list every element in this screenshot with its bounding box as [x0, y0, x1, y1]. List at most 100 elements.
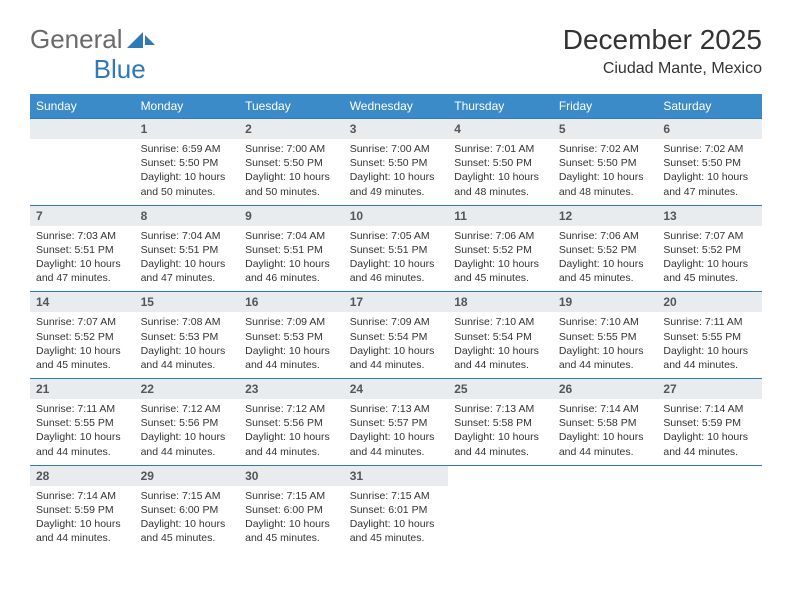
day-details: Sunrise: 7:15 AMSunset: 6:00 PMDaylight:…	[239, 486, 344, 552]
day-number: 29	[135, 466, 240, 486]
sunrise-line: Sunrise: 7:11 AM	[663, 315, 756, 329]
sunset-line: Sunset: 5:58 PM	[559, 416, 652, 430]
day-number-empty	[657, 466, 762, 486]
sunset-line: Sunset: 6:01 PM	[350, 503, 443, 517]
sunrise-line: Sunrise: 7:15 AM	[245, 489, 338, 503]
daylight-line: Daylight: 10 hours and 45 minutes.	[245, 517, 338, 545]
sunrise-line: Sunrise: 7:09 AM	[350, 315, 443, 329]
sunrise-line: Sunrise: 7:04 AM	[141, 229, 234, 243]
daylight-line: Daylight: 10 hours and 44 minutes.	[245, 430, 338, 458]
daylight-line: Daylight: 10 hours and 44 minutes.	[350, 344, 443, 372]
day-details: Sunrise: 7:02 AMSunset: 5:50 PMDaylight:…	[553, 139, 658, 205]
daylight-line: Daylight: 10 hours and 47 minutes.	[663, 170, 756, 198]
calendar-row: 28Sunrise: 7:14 AMSunset: 5:59 PMDayligh…	[30, 465, 762, 551]
day-number-empty	[448, 466, 553, 486]
calendar-cell: 2Sunrise: 7:00 AMSunset: 5:50 PMDaylight…	[239, 119, 344, 206]
sunset-line: Sunset: 5:51 PM	[141, 243, 234, 257]
day-number: 18	[448, 292, 553, 312]
sunset-line: Sunset: 5:56 PM	[141, 416, 234, 430]
daylight-line: Daylight: 10 hours and 48 minutes.	[559, 170, 652, 198]
day-number: 1	[135, 119, 240, 139]
sunrise-line: Sunrise: 7:02 AM	[559, 142, 652, 156]
sunrise-line: Sunrise: 7:12 AM	[245, 402, 338, 416]
calendar-cell: 30Sunrise: 7:15 AMSunset: 6:00 PMDayligh…	[239, 465, 344, 551]
brand-triangle-icon	[127, 32, 143, 48]
sunrise-line: Sunrise: 7:13 AM	[350, 402, 443, 416]
day-details: Sunrise: 7:04 AMSunset: 5:51 PMDaylight:…	[239, 226, 344, 292]
day-details: Sunrise: 7:03 AMSunset: 5:51 PMDaylight:…	[30, 226, 135, 292]
daylight-line: Daylight: 10 hours and 47 minutes.	[141, 257, 234, 285]
daylight-line: Daylight: 10 hours and 44 minutes.	[454, 430, 547, 458]
day-number-empty	[30, 119, 135, 139]
calendar-row: 21Sunrise: 7:11 AMSunset: 5:55 PMDayligh…	[30, 379, 762, 466]
daylight-line: Daylight: 10 hours and 44 minutes.	[663, 344, 756, 372]
sunset-line: Sunset: 5:51 PM	[245, 243, 338, 257]
day-number: 2	[239, 119, 344, 139]
day-details: Sunrise: 7:10 AMSunset: 5:55 PMDaylight:…	[553, 312, 658, 378]
calendar-head: SundayMondayTuesdayWednesdayThursdayFrid…	[30, 94, 762, 119]
calendar-cell: 14Sunrise: 7:07 AMSunset: 5:52 PMDayligh…	[30, 292, 135, 379]
day-number: 27	[657, 379, 762, 399]
daylight-line: Daylight: 10 hours and 45 minutes.	[559, 257, 652, 285]
day-details: Sunrise: 7:14 AMSunset: 5:59 PMDaylight:…	[657, 399, 762, 465]
sunset-line: Sunset: 5:56 PM	[245, 416, 338, 430]
calendar-cell: 6Sunrise: 7:02 AMSunset: 5:50 PMDaylight…	[657, 119, 762, 206]
sunrise-line: Sunrise: 7:06 AM	[454, 229, 547, 243]
weekday-header: Monday	[135, 94, 240, 119]
weekday-header: Wednesday	[344, 94, 449, 119]
calendar-cell: 16Sunrise: 7:09 AMSunset: 5:53 PMDayligh…	[239, 292, 344, 379]
day-number: 3	[344, 119, 449, 139]
calendar-table: SundayMondayTuesdayWednesdayThursdayFrid…	[30, 94, 762, 551]
day-details: Sunrise: 7:00 AMSunset: 5:50 PMDaylight:…	[239, 139, 344, 205]
page-subtitle: Ciudad Mante, Mexico	[563, 60, 762, 78]
calendar-cell: 25Sunrise: 7:13 AMSunset: 5:58 PMDayligh…	[448, 379, 553, 466]
daylight-line: Daylight: 10 hours and 45 minutes.	[36, 344, 129, 372]
day-details: Sunrise: 7:01 AMSunset: 5:50 PMDaylight:…	[448, 139, 553, 205]
day-number: 6	[657, 119, 762, 139]
calendar-cell: 17Sunrise: 7:09 AMSunset: 5:54 PMDayligh…	[344, 292, 449, 379]
page-title: December 2025	[563, 24, 762, 56]
day-details: Sunrise: 7:11 AMSunset: 5:55 PMDaylight:…	[30, 399, 135, 465]
day-number: 13	[657, 206, 762, 226]
day-number: 24	[344, 379, 449, 399]
sunset-line: Sunset: 5:50 PM	[245, 156, 338, 170]
daylight-line: Daylight: 10 hours and 47 minutes.	[36, 257, 129, 285]
day-details: Sunrise: 7:14 AMSunset: 5:58 PMDaylight:…	[553, 399, 658, 465]
day-number: 5	[553, 119, 658, 139]
day-details: Sunrise: 7:07 AMSunset: 5:52 PMDaylight:…	[657, 226, 762, 292]
sunrise-line: Sunrise: 7:14 AM	[36, 489, 129, 503]
day-details: Sunrise: 7:02 AMSunset: 5:50 PMDaylight:…	[657, 139, 762, 205]
day-number-empty	[553, 466, 658, 486]
calendar-cell: 4Sunrise: 7:01 AMSunset: 5:50 PMDaylight…	[448, 119, 553, 206]
sunrise-line: Sunrise: 7:03 AM	[36, 229, 129, 243]
daylight-line: Daylight: 10 hours and 48 minutes.	[454, 170, 547, 198]
day-details: Sunrise: 7:08 AMSunset: 5:53 PMDaylight:…	[135, 312, 240, 378]
sunset-line: Sunset: 5:54 PM	[454, 330, 547, 344]
sunrise-line: Sunrise: 7:15 AM	[141, 489, 234, 503]
day-details: Sunrise: 7:12 AMSunset: 5:56 PMDaylight:…	[135, 399, 240, 465]
daylight-line: Daylight: 10 hours and 46 minutes.	[350, 257, 443, 285]
weekday-header: Thursday	[448, 94, 553, 119]
sunrise-line: Sunrise: 7:08 AM	[141, 315, 234, 329]
weekday-header: Friday	[553, 94, 658, 119]
day-number: 28	[30, 466, 135, 486]
day-details: Sunrise: 7:12 AMSunset: 5:56 PMDaylight:…	[239, 399, 344, 465]
calendar-page: General December 2025 Ciudad Mante, Mexi…	[0, 0, 792, 612]
sunrise-line: Sunrise: 7:02 AM	[663, 142, 756, 156]
sunrise-line: Sunrise: 7:14 AM	[663, 402, 756, 416]
day-details: Sunrise: 7:09 AMSunset: 5:54 PMDaylight:…	[344, 312, 449, 378]
calendar-cell: 1Sunrise: 6:59 AMSunset: 5:50 PMDaylight…	[135, 119, 240, 206]
sunset-line: Sunset: 5:51 PM	[350, 243, 443, 257]
day-details: Sunrise: 7:15 AMSunset: 6:00 PMDaylight:…	[135, 486, 240, 552]
calendar-row: 14Sunrise: 7:07 AMSunset: 5:52 PMDayligh…	[30, 292, 762, 379]
weekday-header: Sunday	[30, 94, 135, 119]
calendar-cell	[553, 465, 658, 551]
day-details: Sunrise: 7:04 AMSunset: 5:51 PMDaylight:…	[135, 226, 240, 292]
weekday-row: SundayMondayTuesdayWednesdayThursdayFrid…	[30, 94, 762, 119]
sunset-line: Sunset: 5:50 PM	[350, 156, 443, 170]
day-number: 23	[239, 379, 344, 399]
day-details: Sunrise: 7:05 AMSunset: 5:51 PMDaylight:…	[344, 226, 449, 292]
sunrise-line: Sunrise: 7:09 AM	[245, 315, 338, 329]
calendar-cell: 19Sunrise: 7:10 AMSunset: 5:55 PMDayligh…	[553, 292, 658, 379]
calendar-cell: 7Sunrise: 7:03 AMSunset: 5:51 PMDaylight…	[30, 205, 135, 292]
